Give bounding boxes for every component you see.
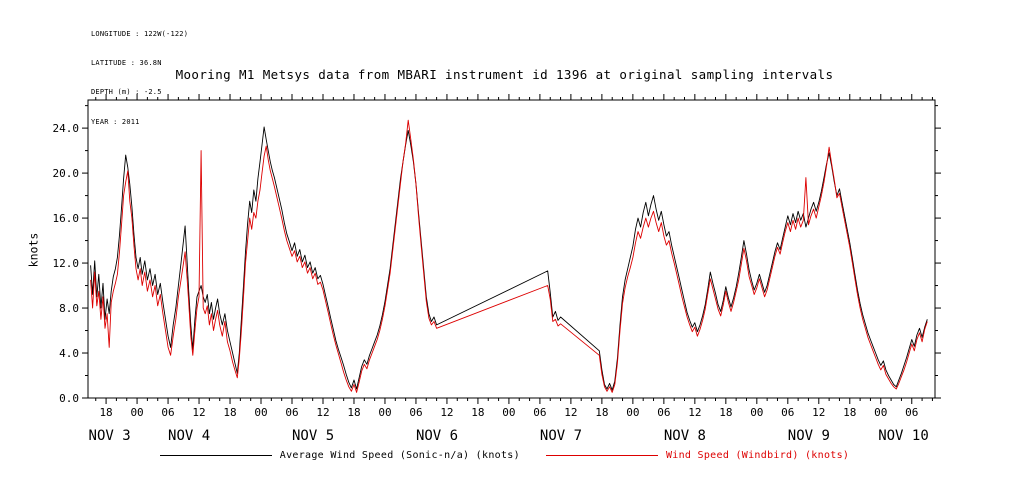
legend-item-sonic: Average Wind Speed (Sonic-n/a) (knots)	[159, 450, 520, 461]
x-tick-label: 06	[781, 406, 794, 419]
legend-label-windbird: Wind Speed (Windbird) (knots)	[665, 450, 850, 461]
x-tick-label: 12	[440, 406, 453, 419]
x-day-label: NOV 7	[540, 428, 582, 444]
x-tick-label: 18	[719, 406, 732, 419]
x-tick-label: 00	[874, 406, 887, 419]
x-tick-label: 18	[471, 406, 484, 419]
chart-title: Mooring M1 Metsys data from MBARI instru…	[175, 67, 834, 82]
metadata-block: LONGITUDE : 122W(-122) LATITUDE : 36.8N …	[91, 10, 188, 147]
y-axis-label: knots	[26, 232, 41, 268]
metadata-line-latitude: LATITUDE : 36.8N	[91, 58, 162, 67]
legend-item-windbird: Wind Speed (Windbird) (knots)	[545, 450, 850, 461]
x-tick-label: 18	[223, 406, 236, 419]
x-tick-label: 18	[347, 406, 360, 419]
metadata-line-year: YEAR : 2011	[91, 117, 140, 126]
x-tick-label: 18	[99, 406, 112, 419]
series-line-windbird	[90, 119, 928, 393]
axes: 18 00 06 12 18 00 06 12 18 00 06 12 18 00 06 12 18 00 06 12…	[53, 94, 941, 419]
x-day-label: NOV 8	[664, 428, 706, 444]
x-tick-label: 00	[378, 406, 391, 419]
series-line-sonic	[90, 126, 928, 391]
metadata-line-longitude: LONGITUDE : 122W(-122)	[91, 29, 189, 38]
x-tick-label: 00	[750, 406, 763, 419]
x-tick-label: 00	[626, 406, 639, 419]
x-tick-label: 06	[285, 406, 298, 419]
chart-frame	[87, 99, 936, 399]
x-day-label: NOV 3	[89, 428, 131, 444]
x-tick-label: 12	[564, 406, 577, 419]
y-tick-label: 8.0	[59, 302, 79, 315]
x-day-label: NOV 9	[788, 428, 830, 444]
legend-label-sonic: Average Wind Speed (Sonic-n/a) (knots)	[279, 450, 520, 461]
legend-line-sonic	[159, 455, 272, 456]
y-tick-label: 24.0	[53, 122, 80, 135]
y-tick-label: 16.0	[53, 212, 80, 225]
x-day-label: NOV 6	[416, 428, 458, 444]
x-day-label: NOV 5	[292, 428, 334, 444]
x-tick-label: 12	[812, 406, 825, 419]
x-day-label: NOV 10	[878, 428, 929, 444]
legend-line-windbird	[545, 455, 658, 456]
x-tick-label: 18	[843, 406, 856, 419]
x-tick-label: 00	[254, 406, 267, 419]
y-tick-label: 0.0	[59, 392, 79, 405]
y-tick-label: 20.0	[53, 167, 80, 180]
x-tick-label: 12	[316, 406, 329, 419]
metadata-line-depth: DEPTH (m) : -2.5	[91, 88, 162, 97]
y-tick-label: 4.0	[59, 347, 79, 360]
x-tick-label: 06	[657, 406, 670, 419]
x-day-label: NOV 4	[168, 428, 210, 444]
x-tick-label: 06	[161, 406, 174, 419]
x-tick-label: 00	[502, 406, 515, 419]
x-tick-label: 18	[595, 406, 608, 419]
x-tick-label: 06	[409, 406, 422, 419]
x-tick-label: 06	[905, 406, 918, 419]
x-tick-label: 12	[192, 406, 205, 419]
x-tick-label: 00	[130, 406, 143, 419]
x-tick-label: 12	[688, 406, 701, 419]
y-tick-label: 12.0	[53, 257, 80, 270]
legend: Average Wind Speed (Sonic-n/a) (knots) W…	[0, 450, 1009, 461]
x-tick-label: 06	[533, 406, 546, 419]
